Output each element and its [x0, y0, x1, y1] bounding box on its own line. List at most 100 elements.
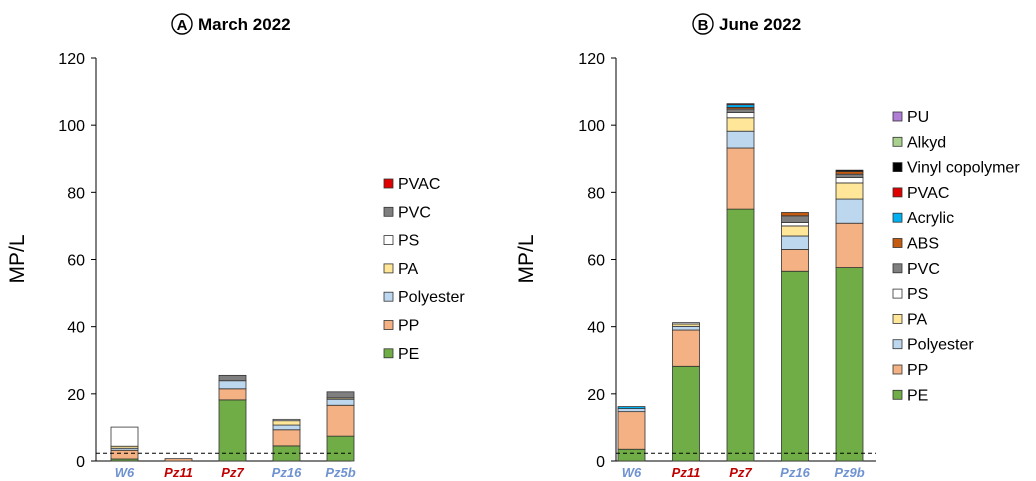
y-tick-label: 80 — [67, 185, 85, 202]
bar-segment-pvc — [835, 173, 864, 178]
legend-label: PP — [907, 362, 928, 379]
legend-label: Polyester — [398, 289, 465, 306]
y-axis-label: MP/L — [6, 234, 29, 283]
legend-swatch — [892, 187, 903, 198]
bar-segment-pp — [617, 411, 646, 450]
bar-segment-pvc — [218, 374, 247, 382]
y-tick-label: 20 — [587, 387, 605, 404]
legend-label: PS — [907, 286, 928, 303]
legend-label: Acrylic — [907, 210, 954, 227]
bar-segment-polyester — [617, 408, 646, 413]
legend-swatch — [383, 206, 394, 217]
legend-swatch — [892, 263, 903, 274]
bar-segment-polyester — [272, 424, 301, 431]
bar-segment-acrylic — [617, 406, 646, 410]
bar-segment-pvc — [726, 108, 755, 113]
bar-segment-pvac — [726, 103, 755, 106]
bar-segment-pa — [272, 420, 301, 426]
x-tick-label: W6 — [115, 465, 135, 480]
chart-title: A March 2022 — [171, 13, 291, 35]
bar-segment-pp — [726, 147, 755, 210]
bar-segment-pp — [835, 222, 864, 268]
y-tick-label: 80 — [587, 185, 605, 202]
x-tick-label: Pz5b — [325, 465, 355, 480]
legend-swatch — [892, 162, 903, 173]
panel-letter-circle — [692, 13, 714, 35]
bar-segment-pp — [672, 329, 700, 367]
bar-segment-pe — [781, 270, 809, 462]
legend-swatch — [383, 320, 394, 330]
legend-label: Vinyl copolymer — [907, 160, 1020, 177]
bar-segment-pp — [110, 449, 139, 460]
bar-segment-pe — [835, 267, 864, 462]
bar-segment-pa — [726, 117, 755, 132]
x-tick-label: W6 — [622, 465, 642, 480]
bar-segment-pa — [835, 182, 864, 200]
legend-swatch — [892, 288, 903, 299]
bar-segment-pa — [781, 225, 809, 237]
bar-stack-pz11 — [164, 458, 193, 462]
bar-segment-ps — [726, 112, 755, 119]
legend-swatch — [383, 178, 394, 189]
legend-swatch — [383, 235, 394, 246]
legend-swatch — [892, 364, 903, 375]
legend-swatch — [383, 291, 394, 302]
bar-segment-ps — [110, 426, 139, 447]
bar-segment-pp — [326, 404, 355, 437]
bar-segment-polyester — [218, 380, 247, 390]
x-tick-label: Pz7 — [729, 465, 752, 480]
legend-label: PA — [907, 311, 927, 328]
legend-label: PVAC — [398, 176, 440, 193]
legend-label: PVC — [398, 204, 431, 221]
legend: PVAC PVC PS PA Polyester PP PE — [383, 176, 465, 363]
bar-segment-vinyl-copolymer — [835, 169, 864, 172]
legend-label: PVC — [907, 261, 940, 278]
panel-letter: B — [698, 17, 709, 34]
x-tick-label: Pz7 — [221, 465, 244, 480]
panel-letter-circle — [171, 13, 193, 35]
y-tick-label: 40 — [67, 320, 85, 337]
x-tick-label: Pz9b — [834, 465, 864, 480]
y-axis-label: MP/L — [515, 234, 538, 283]
bar-segment-abs — [781, 212, 809, 217]
bar-stack-pz7 — [726, 103, 755, 462]
legend-label: PA — [398, 261, 418, 278]
bar-segment-pe — [726, 208, 755, 462]
bar-stack-pz5b — [326, 391, 355, 462]
bar-segment-polyester — [672, 325, 700, 331]
bar-segment-ps — [272, 418, 301, 422]
bar-stack-w6 — [617, 406, 646, 462]
bar-segment-pe — [218, 399, 247, 462]
y-tick-label: 120 — [58, 51, 85, 68]
y-tick-label: 60 — [587, 253, 605, 270]
panel-a: A March 2022 MP/L 0 20 40 60 80 100 120 W6 Pz11 Pz7 P… — [6, 13, 465, 480]
x-tick-label: Pz11 — [164, 465, 193, 480]
bar-segment-pp — [272, 429, 301, 447]
bar-segment-acrylic — [726, 104, 755, 108]
bar-stack-pz16 — [781, 212, 809, 462]
bar-stack-pz11 — [672, 322, 700, 462]
legend-swatch — [892, 136, 903, 147]
legend-swatch — [892, 212, 903, 223]
legend-label: ABS — [907, 236, 939, 253]
bar-segment-polyester — [726, 130, 755, 149]
bar-segment-ps — [835, 177, 864, 184]
bar-stack-w6 — [110, 426, 139, 462]
legend-swatch — [383, 348, 394, 359]
bar-segment-polyester — [326, 398, 355, 406]
y-tick-label: 60 — [67, 253, 85, 270]
x-tick-label: Pz16 — [780, 465, 810, 480]
legend-label: PS — [398, 233, 419, 250]
legend-label: Alkyd — [907, 134, 946, 151]
legend-label: Polyester — [907, 337, 974, 354]
bar-segment-pe — [617, 448, 646, 462]
bar-segment-pp — [164, 458, 193, 462]
bar-segment-pp — [218, 388, 247, 401]
chart-title-text: June 2022 — [719, 15, 801, 34]
x-tick-label: Pz11 — [672, 465, 701, 480]
chart-title: B June 2022 — [692, 13, 801, 35]
chart-title-text: March 2022 — [198, 15, 291, 34]
bar-segment-pvc — [326, 391, 355, 399]
y-tick-label: 100 — [58, 118, 85, 135]
legend-swatch — [892, 389, 903, 400]
